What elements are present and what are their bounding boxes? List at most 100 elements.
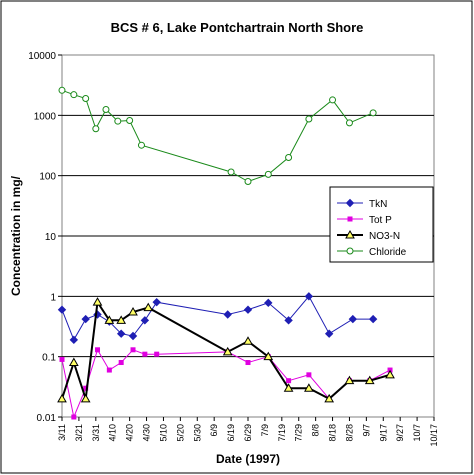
x-tick-label: 8/28	[344, 424, 354, 442]
data-point-no3-n	[283, 383, 294, 392]
x-tick-label: 6/9	[209, 424, 219, 437]
data-point-no3-n	[385, 369, 395, 379]
data-point-chloride	[126, 117, 134, 125]
data-point-tot-p	[286, 378, 292, 384]
legend-label: Tot P	[369, 215, 392, 226]
x-tick-label: 8/18	[328, 424, 338, 442]
x-tick-label: 4/10	[108, 424, 118, 442]
data-point-no3-n	[116, 315, 127, 324]
legend-label: TkN	[369, 199, 387, 210]
data-point-tot-p	[142, 351, 148, 357]
data-point-tkn	[57, 305, 67, 314]
data-point-tkn	[243, 305, 253, 314]
data-point-tkn	[140, 316, 150, 325]
x-tick-label: 4/20	[125, 424, 135, 442]
data-point-no3-n	[222, 346, 233, 356]
data-point-no3-n	[80, 393, 91, 403]
x-tick-label: 3/21	[74, 424, 84, 442]
data-point-chloride	[102, 105, 110, 113]
data-point-chloride	[329, 96, 337, 104]
x-tick-label: 10/7	[412, 424, 422, 442]
x-tick-label: 6/19	[226, 424, 236, 442]
data-point-no3-n	[344, 375, 355, 385]
data-point-tkn	[368, 314, 378, 324]
data-point-no3-n	[92, 297, 103, 306]
x-tick-label: 7/19	[277, 424, 287, 442]
data-point-tkn	[223, 310, 232, 319]
y-tick-label: 0.1	[42, 353, 56, 364]
data-point-tkn	[264, 298, 273, 308]
y-tick-label: 0.01	[37, 413, 57, 424]
series-line-chloride	[61, 89, 374, 183]
data-point-chloride	[114, 117, 122, 125]
data-point-chloride	[305, 115, 313, 123]
legend-marker	[345, 229, 355, 239]
data-point-tkn	[152, 297, 161, 307]
data-point-chloride	[285, 154, 293, 162]
data-point-chloride	[92, 125, 100, 133]
y-tick-label: 100	[39, 172, 56, 183]
data-point-tkn	[348, 314, 358, 324]
x-tick-label: 5/20	[175, 424, 185, 442]
x-tick-label: 7/29	[294, 424, 304, 442]
legend-marker	[346, 247, 354, 255]
legend-label: NO3-N	[369, 231, 400, 242]
data-point-tkn	[284, 316, 293, 325]
x-tick-label: 5/30	[192, 424, 202, 442]
data-point-tot-p	[130, 347, 136, 353]
y-tick-label: 1000	[34, 111, 57, 122]
data-point-tot-p	[106, 367, 112, 373]
data-point-tkn	[69, 335, 79, 345]
legend-label: Chloride	[369, 247, 407, 258]
data-point-tot-p	[118, 360, 124, 366]
data-point-no3-n	[324, 393, 335, 403]
y-axis-ticks: 0.01 0.1 1 10 100 1000 10000	[28, 51, 62, 424]
y-tick-label: 1	[50, 292, 56, 303]
legend: TkN Tot P NO3-N Chloride	[329, 186, 434, 263]
data-point-no3-n	[263, 351, 274, 361]
data-point-tot-p	[95, 347, 101, 353]
data-point-chloride	[82, 95, 90, 103]
series-no3-n	[57, 297, 395, 403]
x-tick-label: 9/7	[361, 424, 371, 437]
data-point-no3-n	[243, 336, 253, 345]
data-point-tkn	[116, 329, 126, 338]
x-tick-label: 7/9	[260, 424, 270, 437]
data-point-chloride	[369, 109, 377, 117]
data-point-no3-n	[364, 375, 375, 385]
data-point-chloride	[70, 91, 78, 99]
series-lines	[57, 86, 395, 420]
x-tick-label: 9/17	[378, 424, 388, 442]
data-point-tot-p	[245, 360, 251, 366]
data-point-tot-p	[59, 356, 65, 362]
x-tick-label: 10/17	[429, 424, 439, 447]
y-tick-label: 10	[45, 232, 57, 243]
chart-title: BCS # 6, Lake Pontchartrain North Shore	[111, 20, 364, 35]
data-point-tot-p	[306, 372, 312, 378]
y-axis-label: Concentration in mg/	[9, 175, 23, 296]
x-tick-label: 5/10	[158, 424, 168, 442]
data-point-tot-p	[71, 414, 77, 420]
data-point-tkn	[81, 314, 90, 324]
legend-entries: TkN Tot P NO3-N Chloride	[337, 198, 407, 258]
x-axis-ticks: 3/11 3/21 3/31 4/10 4/20 4/30 5/10 5/20 5/30 6/9 6…	[57, 417, 439, 447]
x-tick-label: 3/11	[57, 424, 67, 441]
legend-item: NO3-N	[337, 229, 400, 242]
data-point-chloride	[137, 141, 145, 149]
data-point-no3-n	[128, 306, 138, 316]
legend-item: TkN	[337, 198, 387, 210]
x-tick-label: 3/31	[91, 424, 101, 442]
data-point-tkn	[324, 329, 334, 338]
data-point-tot-p	[83, 385, 89, 391]
data-point-no3-n	[143, 302, 154, 312]
x-tick-label: 4/30	[142, 424, 152, 442]
data-point-no3-n	[68, 357, 79, 367]
data-point-tkn	[304, 292, 314, 301]
data-point-no3-n	[104, 315, 115, 324]
x-tick-label: 8/8	[311, 424, 321, 437]
data-point-no3-n	[57, 393, 67, 403]
legend-item: Tot P	[337, 215, 392, 226]
data-point-chloride	[58, 86, 66, 94]
x-axis-label: Date (1997)	[216, 452, 280, 466]
